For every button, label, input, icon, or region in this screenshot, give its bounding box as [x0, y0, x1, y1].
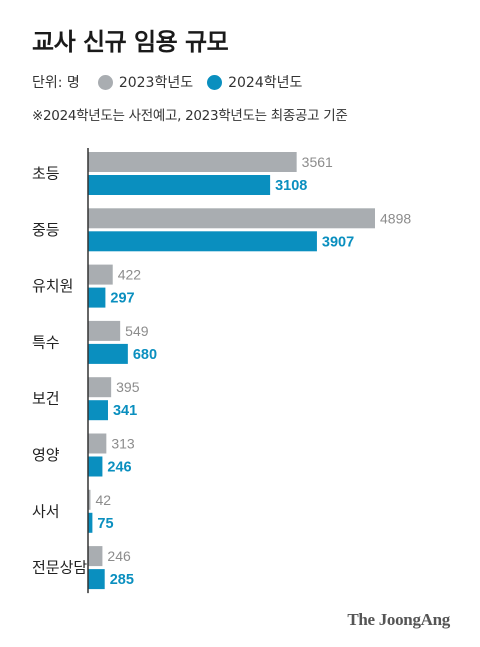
bar-2023: [88, 152, 297, 172]
legend-swatch-2024: [207, 74, 223, 90]
unit-label: 단위: 명: [32, 75, 80, 91]
bar-2024: [88, 569, 105, 590]
category-label: 유치원: [32, 277, 73, 295]
bar-2024: [88, 231, 317, 252]
legend-swatch-2023: [97, 74, 113, 90]
legend-label-2024: 2024학년도: [228, 75, 303, 91]
legend: 단위: 명 2023학년도 2024학년도: [32, 72, 316, 92]
data-label-2024: 3108: [275, 178, 307, 194]
data-label-2023: 422: [118, 267, 142, 283]
bar-2023: [88, 546, 103, 567]
data-label-2024: 285: [110, 572, 134, 588]
data-label-2023: 42: [95, 492, 111, 508]
bar-2024: [88, 456, 103, 477]
category-label: 사서: [32, 502, 60, 520]
data-label-2023: 313: [111, 436, 135, 452]
bar-2023: [88, 264, 113, 285]
bar-2024: [88, 175, 271, 195]
bar-2023: [88, 489, 91, 510]
data-label-2024: 341: [113, 403, 137, 419]
legend-label-2023: 2023학년도: [118, 75, 194, 91]
data-label-2024: 75: [97, 516, 113, 532]
data-label-2023: 549: [125, 323, 149, 339]
source-logo: The JoongAng: [347, 610, 450, 629]
bar-2023: [88, 433, 107, 454]
data-label-2024: 680: [133, 347, 157, 363]
category-label: 보건: [32, 390, 60, 408]
bar-2023: [88, 208, 375, 229]
data-label-2024: 297: [110, 291, 134, 307]
bar-2024: [88, 287, 106, 308]
bar-2023: [88, 320, 121, 341]
chart-title: 교사 신규 임용 규모: [32, 28, 229, 56]
bar-2024: [88, 343, 128, 364]
data-label-2024: 3907: [322, 234, 354, 250]
legend-item-2024: 2024학년도: [207, 72, 302, 92]
category-label: 영양: [32, 446, 60, 464]
data-label-2024: 246: [107, 460, 131, 476]
category-label: 특수: [32, 333, 60, 351]
category-label: 중등: [32, 221, 60, 239]
bar-2024: [88, 512, 93, 533]
data-label-2023: 4898: [380, 210, 411, 226]
data-label-2023: 3561: [302, 154, 333, 170]
data-label-2023: 395: [116, 379, 140, 395]
category-label: 초등: [32, 165, 60, 183]
legend-item-2023: 2023학년도: [97, 72, 194, 92]
data-label-2023: 246: [107, 548, 131, 564]
bar-2024: [88, 400, 108, 421]
category-label: 전문상담: [32, 559, 87, 577]
bar-2023: [88, 377, 112, 398]
chart-note: ※2024학년도는 사전예고, 2023학년도는 최종공고 기준: [32, 108, 348, 124]
